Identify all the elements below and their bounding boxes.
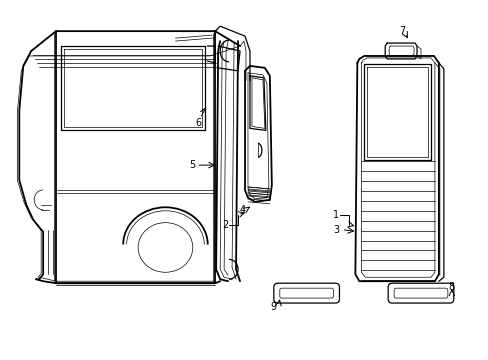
FancyBboxPatch shape bbox=[273, 283, 339, 303]
Text: 8: 8 bbox=[448, 282, 454, 292]
Text: 9: 9 bbox=[270, 302, 276, 312]
Text: 7: 7 bbox=[398, 26, 405, 36]
FancyBboxPatch shape bbox=[279, 288, 333, 298]
Text: 2: 2 bbox=[222, 220, 227, 230]
FancyBboxPatch shape bbox=[387, 283, 453, 303]
Text: 1: 1 bbox=[333, 210, 339, 220]
Text: 4: 4 bbox=[240, 205, 245, 215]
Text: 3: 3 bbox=[333, 225, 339, 235]
Text: 5: 5 bbox=[189, 160, 195, 170]
FancyBboxPatch shape bbox=[393, 288, 447, 298]
Text: 6: 6 bbox=[195, 118, 201, 129]
